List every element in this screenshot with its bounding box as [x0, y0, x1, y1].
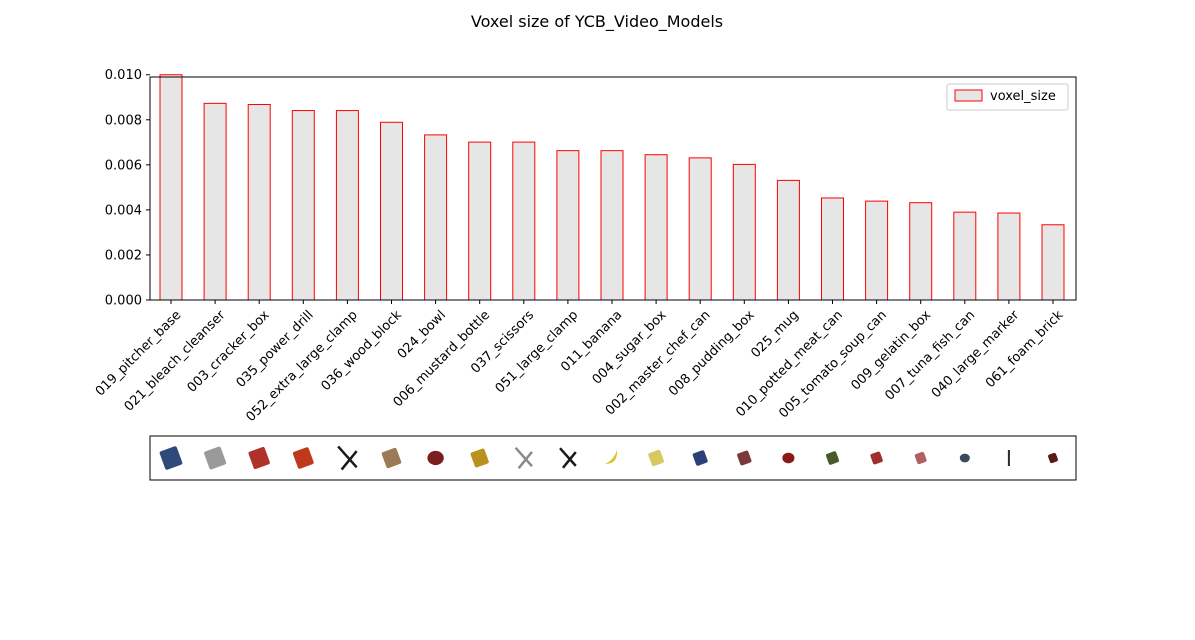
bar-010_potted_meat_can [821, 197, 844, 301]
bar-037_scissors [512, 141, 536, 301]
bar-024_bowl [424, 134, 448, 301]
gelatin-box-icon [914, 451, 927, 465]
y-tick-label: 0.004 [105, 203, 142, 218]
bar-051_large_clamp [556, 150, 580, 301]
legend: voxel_size [946, 83, 1069, 111]
bar-061_foam_brick [1041, 224, 1065, 301]
y-tick-label: 0.006 [105, 158, 142, 173]
x-tick-label: 061_foam_brick [983, 307, 1067, 391]
bleach-cleanser-icon [204, 446, 227, 470]
x-tick-label: 036_wood_block [319, 307, 406, 394]
thumbnail-strip [159, 445, 1058, 471]
bar-025_mug [776, 179, 800, 301]
y-tick-label: 0.000 [105, 294, 142, 309]
bar-003_cracker_box [247, 103, 271, 301]
bar-007_tuna_fish_can [953, 211, 977, 301]
pudding-box-icon [737, 450, 752, 466]
banana-icon [605, 450, 618, 464]
tomato-soup-can-icon [870, 451, 883, 465]
x-tick-label: 051_large_clamp [493, 308, 582, 397]
master-chef-can-icon [692, 450, 708, 466]
bar-005_tomato_soup_can [865, 200, 889, 301]
cracker-box-icon [248, 446, 270, 470]
x-tick-label: 003_cracker_box [185, 308, 273, 396]
bar-052_extra_large_clamp [335, 110, 359, 301]
extra-large-clamp-icon [337, 445, 358, 471]
bar-021_bleach_cleanser [203, 102, 227, 301]
x-tick-label: 035_power_drill [234, 308, 317, 391]
chart-title: Voxel size of YCB_Video_Models [471, 12, 723, 32]
bar-011_banana [600, 150, 624, 301]
wood-block-icon [381, 447, 402, 469]
y-tick-label: 0.010 [105, 68, 142, 83]
potted-meat-can-icon [825, 451, 840, 465]
bar-019_pitcher_base [159, 74, 183, 301]
bars-layer [159, 74, 1065, 301]
x-tick-label: 009_gelatin_box [848, 308, 934, 394]
sugar-box-icon [648, 449, 664, 467]
large-marker-icon [1007, 450, 1010, 466]
plot-frame [149, 76, 1077, 301]
x-tick-label: 008_pudding_box [666, 308, 758, 400]
foam-brick-icon [1048, 452, 1058, 464]
y-tick-label: 0.002 [105, 248, 142, 263]
tuna-fish-can-icon [959, 453, 970, 463]
legend-swatch [954, 89, 983, 102]
bar-009_gelatin_box [909, 202, 933, 301]
bowl-icon [427, 450, 444, 466]
bar-035_power_drill [291, 110, 315, 301]
power-drill-icon [292, 447, 314, 469]
x-axis: 019_pitcher_base021_bleach_cleanser003_c… [93, 300, 1067, 425]
x-tick-label: 019_pitcher_base [93, 308, 185, 400]
bar-036_wood_block [380, 121, 403, 301]
bar-008_pudding_box [732, 163, 756, 301]
scissors-icon [514, 446, 533, 469]
bar-004_sugar_box [644, 154, 668, 301]
mustard-bottle-icon [470, 448, 489, 468]
legend-label: voxel_size [990, 89, 1056, 104]
y-tick-label: 0.008 [105, 113, 142, 128]
bar-002_master_chef_can [688, 157, 712, 301]
thumbnail-strip-frame [149, 435, 1077, 481]
bar-040_large_marker [997, 212, 1021, 301]
bar-006_mustard_bottle [468, 141, 492, 301]
y-axis: 0.000 0.002 0.004 0.006 0.008 0.010 [105, 68, 150, 309]
pitcher-base-icon [159, 446, 183, 470]
large-clamp-icon [559, 447, 577, 469]
mug-icon [782, 452, 795, 464]
